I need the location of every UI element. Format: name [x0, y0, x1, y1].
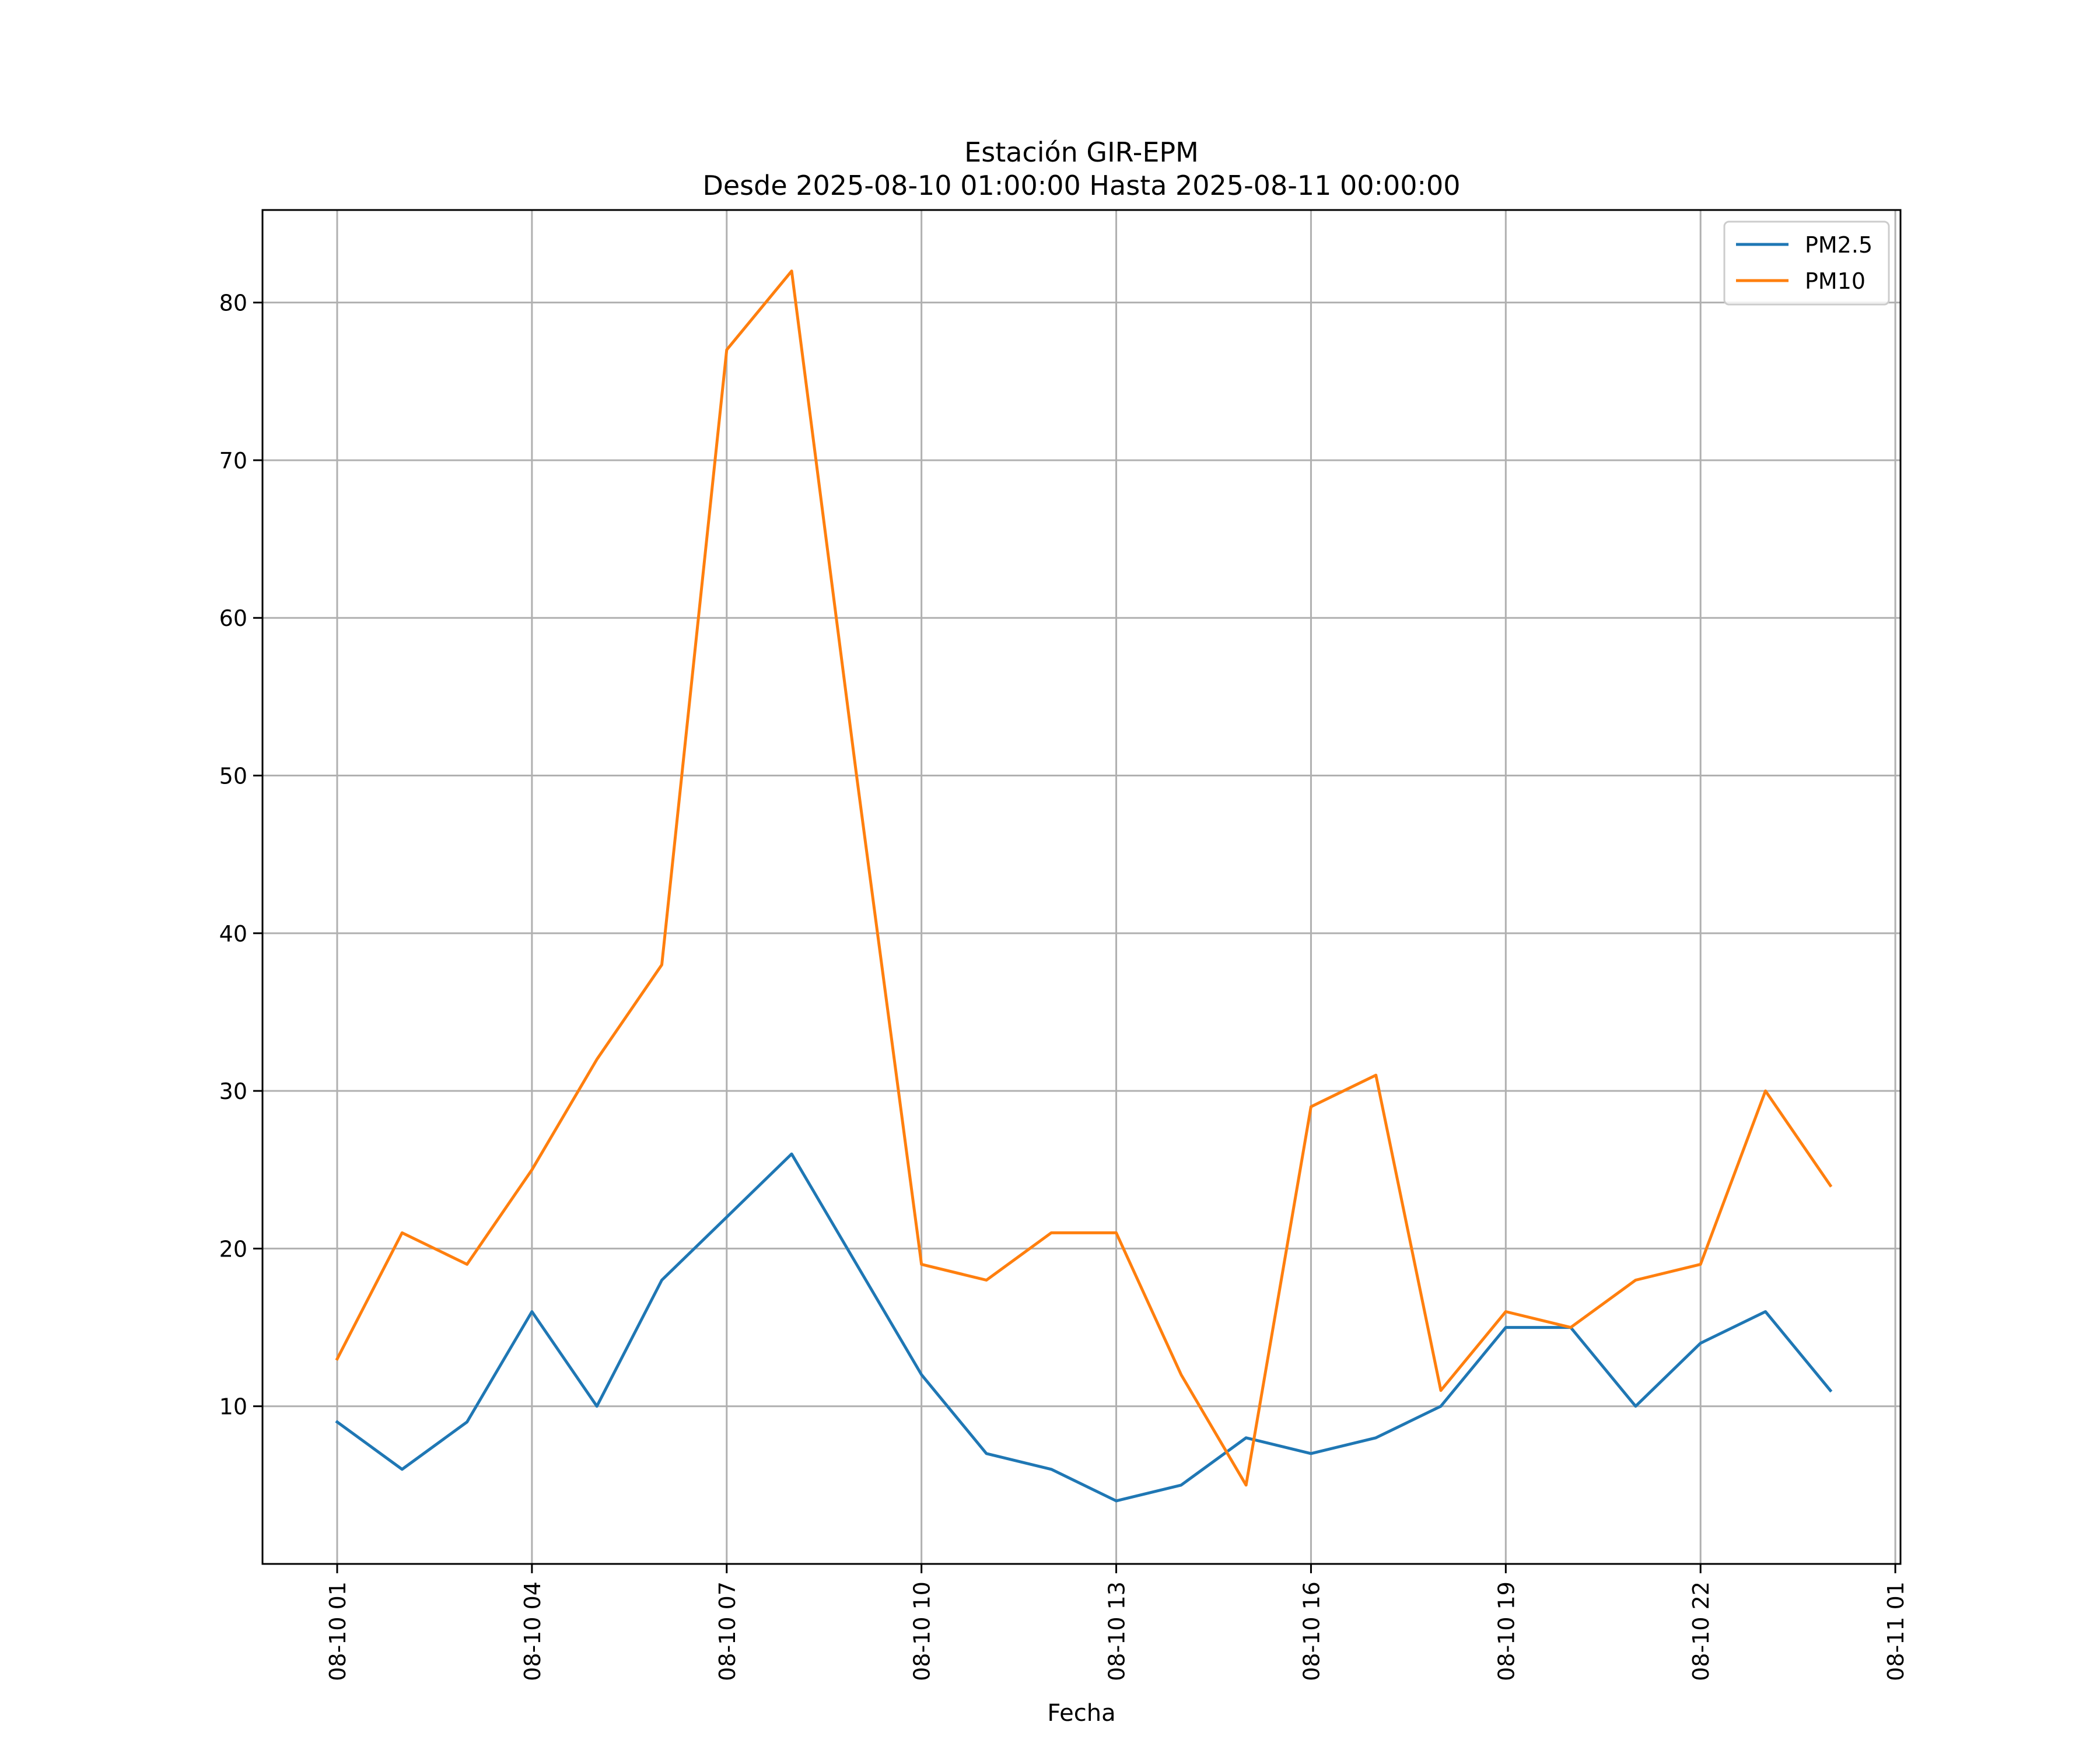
data-point	[659, 1278, 664, 1282]
plot-area-frame	[261, 209, 1902, 1565]
data-point	[1763, 1088, 1768, 1093]
data-point	[1049, 1467, 1054, 1472]
data-point	[1438, 1404, 1443, 1409]
chart-title-line2: Desde 2025-08-10 01:00:00 Hasta 2025-08-…	[702, 170, 1460, 201]
data-point	[854, 774, 859, 778]
y-tick-label: 80	[219, 290, 247, 316]
data-point	[1308, 1104, 1313, 1109]
x-axis-label: Fecha	[1047, 1700, 1115, 1727]
x-tick-label: 08-10 16	[1298, 1581, 1324, 1681]
data-point	[594, 1404, 599, 1409]
data-point	[335, 1357, 340, 1362]
series-lines	[335, 269, 1833, 1503]
y-tick-label: 20	[219, 1236, 247, 1262]
x-tick-label: 08-10 07	[715, 1581, 740, 1681]
legend: PM2.5 PM10	[1723, 220, 1890, 306]
x-tick-label: 08-10 10	[909, 1581, 935, 1681]
data-point	[1633, 1404, 1638, 1409]
data-point	[594, 1057, 599, 1062]
data-point	[1503, 1325, 1508, 1330]
data-point	[335, 1420, 340, 1424]
y-tick-label: 10	[219, 1394, 247, 1420]
series-line-pm10	[335, 270, 1833, 1487]
chart-title-line1: Estación GIR-EPM	[964, 136, 1199, 168]
grid	[262, 210, 1901, 1564]
data-point	[1569, 1325, 1573, 1330]
data-point	[789, 269, 794, 274]
data-point	[1049, 1230, 1054, 1235]
legend-frame	[1723, 220, 1890, 306]
data-point	[1828, 1388, 1833, 1393]
data-point	[984, 1451, 989, 1456]
data-point	[1114, 1499, 1119, 1503]
legend-label-pm10: PM10	[1805, 268, 1866, 294]
data-point	[530, 1310, 534, 1314]
y-tick-label: 40	[219, 921, 247, 947]
series-line-pm25	[335, 1152, 1833, 1503]
data-point	[1179, 1483, 1184, 1488]
data-point	[1698, 1341, 1703, 1346]
x-tick-label: 08-11 01	[1883, 1581, 1909, 1681]
data-point	[984, 1278, 989, 1282]
data-point	[1763, 1310, 1768, 1314]
data-point	[1374, 1073, 1378, 1077]
data-point	[465, 1262, 470, 1266]
x-tick-label: 08-10 13	[1104, 1581, 1130, 1681]
data-point	[1114, 1230, 1119, 1235]
y-tick-label: 30	[219, 1079, 247, 1104]
data-point	[1698, 1262, 1703, 1266]
data-point	[659, 963, 664, 967]
data-point	[1828, 1183, 1833, 1188]
data-point	[1179, 1373, 1184, 1377]
data-point	[919, 1373, 924, 1377]
data-point	[854, 1262, 859, 1266]
data-point	[1244, 1436, 1248, 1440]
data-point	[724, 1214, 729, 1219]
data-point	[724, 348, 729, 352]
data-point	[1308, 1451, 1313, 1456]
y-tick-label: 50	[219, 764, 247, 789]
legend-label-pm25: PM2.5	[1805, 232, 1873, 258]
data-point	[400, 1230, 404, 1235]
data-point	[1633, 1278, 1638, 1282]
data-point	[1503, 1310, 1508, 1314]
data-point	[1438, 1388, 1443, 1393]
data-point	[530, 1167, 534, 1172]
y-tick-label: 60	[219, 606, 247, 631]
data-point	[1374, 1436, 1378, 1440]
x-tick-label: 08-10 19	[1493, 1581, 1519, 1681]
x-tick-label: 08-10 04	[520, 1581, 545, 1681]
data-point	[919, 1262, 924, 1266]
x-tick-label: 08-10 01	[325, 1581, 351, 1681]
y-tick-label: 70	[219, 448, 247, 474]
x-axis: 08-10 01 08-10 04 08-10 07 08-10 10 08-10 13…	[325, 1564, 1909, 1681]
data-point	[465, 1420, 470, 1424]
data-point	[789, 1152, 794, 1156]
data-point	[1244, 1483, 1248, 1488]
data-point	[400, 1467, 404, 1472]
x-tick-label: 08-10 22	[1688, 1581, 1714, 1681]
y-axis: 10 20 30 40 50 60 70 80	[219, 290, 262, 1420]
